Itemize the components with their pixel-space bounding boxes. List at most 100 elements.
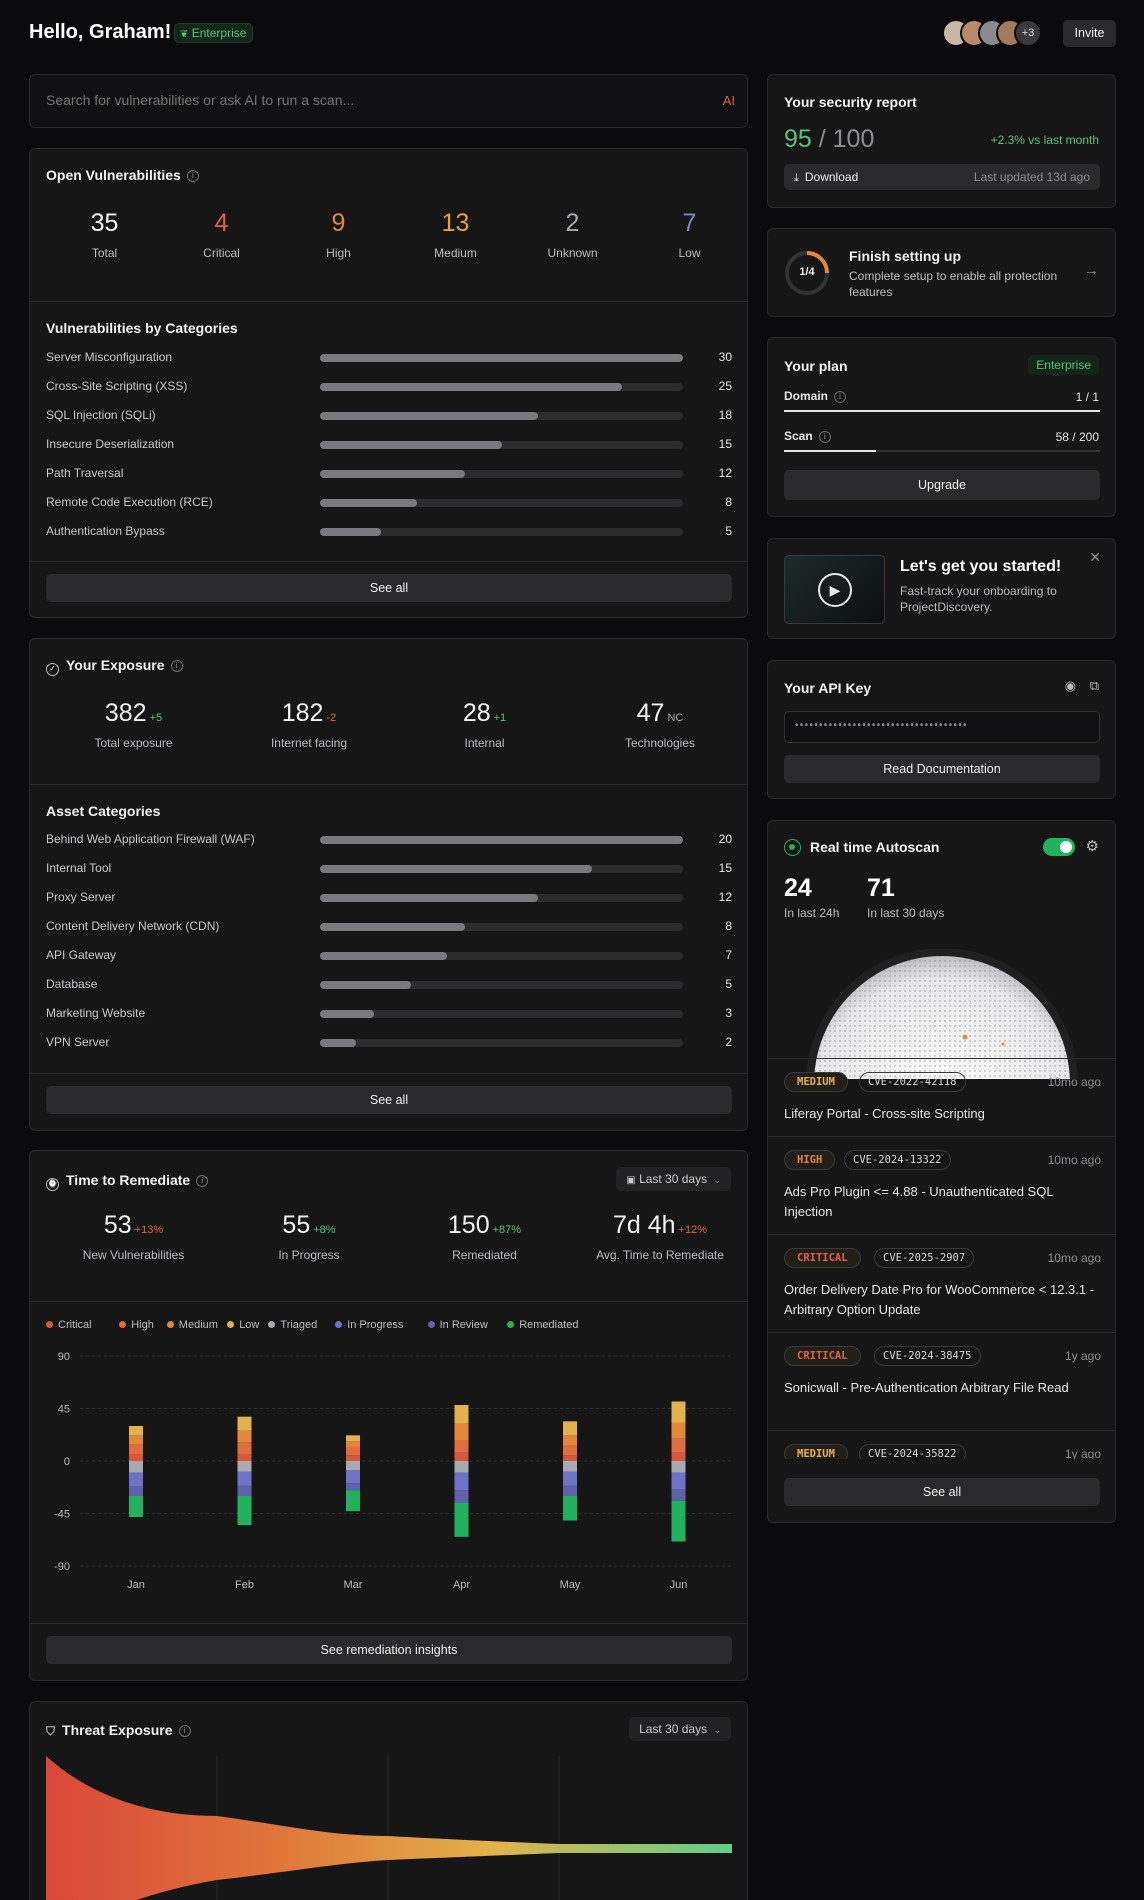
bar-segment-triaged[interactable] bbox=[129, 1461, 143, 1473]
bar-segment-remediated[interactable] bbox=[346, 1490, 360, 1512]
autoscan-toggle[interactable] bbox=[1043, 838, 1075, 856]
close-icon[interactable]: ✕ bbox=[1089, 549, 1101, 565]
category-row[interactable]: Insecure Deserialization 15 bbox=[30, 436, 749, 456]
legend-item[interactable]: Medium bbox=[166, 1319, 218, 1331]
remediation-insights-button[interactable]: See remediation insights bbox=[46, 1636, 732, 1664]
cve-badge[interactable]: CVE-2024-38475 bbox=[874, 1346, 981, 1366]
bar-segment-low[interactable] bbox=[129, 1426, 143, 1436]
info-icon[interactable]: i bbox=[818, 430, 831, 443]
bar-segment-medium[interactable] bbox=[129, 1435, 143, 1445]
api-key-field[interactable]: •••••••••••••••••••••••••••••••••••• bbox=[784, 711, 1100, 743]
bar-segment-medium[interactable] bbox=[237, 1430, 252, 1443]
ai-button[interactable]: AI bbox=[722, 93, 735, 108]
category-row[interactable]: SQL Injection (SQLi) 18 bbox=[30, 407, 749, 427]
download-button[interactable]: ⤓ Download bbox=[794, 170, 859, 184]
category-row[interactable]: VPN Server 2 bbox=[30, 1034, 749, 1054]
category-row[interactable]: Authentication Bypass 5 bbox=[30, 523, 749, 543]
info-icon[interactable]: i bbox=[196, 1175, 209, 1188]
avatar-stack[interactable]: +3 bbox=[942, 19, 1082, 47]
category-row[interactable]: Database 5 bbox=[30, 976, 749, 996]
category-row[interactable]: Proxy Server 12 bbox=[30, 889, 749, 909]
bar-segment-triaged[interactable] bbox=[346, 1461, 360, 1471]
play-icon[interactable]: ▶ bbox=[818, 573, 852, 607]
bar-segment-in-progress[interactable] bbox=[129, 1472, 143, 1487]
feed-item[interactable]: MEDIUM CVE-2022-42118 10mo ago Liferay Port… bbox=[768, 1059, 1115, 1137]
bar-segment-low[interactable] bbox=[237, 1416, 252, 1431]
bar-segment-remediated[interactable] bbox=[454, 1503, 469, 1537]
bar-segment-in-progress[interactable] bbox=[346, 1470, 360, 1484]
copy-icon[interactable]: ⧉ bbox=[1089, 678, 1099, 693]
bar-segment-high[interactable] bbox=[129, 1444, 143, 1454]
cve-badge[interactable]: CVE-2024-13322 bbox=[844, 1150, 951, 1170]
bar-segment-remediated[interactable] bbox=[237, 1496, 252, 1526]
bar-segment-low[interactable] bbox=[563, 1421, 577, 1436]
avatars-more[interactable]: +3 bbox=[1014, 19, 1042, 47]
legend-item[interactable]: In Review bbox=[427, 1319, 488, 1331]
bar-segment-triaged[interactable] bbox=[563, 1461, 577, 1472]
feed-item[interactable]: CRITICAL CVE-2024-38475 1y ago Sonicwall - … bbox=[768, 1333, 1115, 1431]
category-row[interactable]: Internal Tool 15 bbox=[30, 860, 749, 880]
bar-segment-medium[interactable] bbox=[346, 1441, 360, 1447]
legend-item[interactable]: Critical bbox=[46, 1319, 92, 1331]
read-documentation-button[interactable]: Read Documentation bbox=[784, 755, 1100, 783]
info-icon[interactable]: i bbox=[170, 660, 183, 673]
onboarding-video-thumbnail[interactable]: ▶ bbox=[784, 555, 885, 624]
bar-segment-triaged[interactable] bbox=[454, 1461, 469, 1473]
upgrade-button[interactable]: Upgrade bbox=[784, 470, 1100, 500]
cve-badge[interactable]: CVE-2024-35822 bbox=[859, 1444, 966, 1459]
category-row[interactable]: Remote Code Execution (RCE) 8 bbox=[30, 494, 749, 514]
category-row[interactable]: Server Misconfiguration 30 bbox=[30, 349, 749, 369]
bar-segment-medium[interactable] bbox=[563, 1435, 577, 1446]
bar-segment-in-progress[interactable] bbox=[454, 1472, 469, 1491]
bar-segment-in-review[interactable] bbox=[129, 1486, 143, 1496]
bar-segment-high[interactable] bbox=[346, 1447, 360, 1456]
see-all-vulnerabilities-button[interactable]: See all bbox=[46, 574, 732, 602]
legend-item[interactable]: In Progress bbox=[335, 1319, 403, 1331]
bar-segment-critical[interactable] bbox=[129, 1454, 143, 1461]
see-all-assets-button[interactable]: See all bbox=[46, 1086, 732, 1114]
invite-button[interactable]: Invite bbox=[1063, 20, 1116, 47]
bar-segment-in-progress[interactable] bbox=[563, 1471, 577, 1486]
bar-segment-in-review[interactable] bbox=[346, 1483, 360, 1491]
legend-item[interactable]: Remediated bbox=[507, 1319, 579, 1331]
bar-segment-remediated[interactable] bbox=[563, 1496, 577, 1521]
info-icon[interactable]: i bbox=[178, 1725, 191, 1738]
vuln-stat[interactable]: 2 Unknown bbox=[514, 209, 631, 260]
bar-segment-remediated[interactable] bbox=[671, 1500, 686, 1542]
bar-segment-critical[interactable] bbox=[454, 1452, 469, 1461]
bar-segment-high[interactable] bbox=[454, 1440, 469, 1453]
vuln-stat[interactable]: 9 High bbox=[280, 209, 397, 260]
search-bar[interactable]: AI bbox=[29, 74, 748, 128]
bar-segment-low[interactable] bbox=[454, 1405, 469, 1424]
vuln-stat[interactable]: 4 Critical bbox=[163, 209, 280, 260]
bar-segment-triaged[interactable] bbox=[237, 1461, 252, 1472]
legend-item[interactable]: Triaged bbox=[268, 1319, 317, 1331]
bar-segment-in-review[interactable] bbox=[237, 1485, 252, 1497]
cve-badge[interactable]: CVE-2022-42118 bbox=[859, 1072, 966, 1092]
vuln-stat[interactable]: 13 Medium bbox=[397, 209, 514, 260]
bar-segment-in-review[interactable] bbox=[454, 1490, 469, 1503]
bar-segment-remediated[interactable] bbox=[129, 1496, 143, 1517]
category-row[interactable]: Content Delivery Network (CDN) 8 bbox=[30, 918, 749, 938]
bar-segment-low[interactable] bbox=[671, 1401, 686, 1423]
bar-segment-medium[interactable] bbox=[671, 1422, 686, 1439]
info-icon[interactable]: i bbox=[186, 170, 199, 183]
vuln-stat[interactable]: 7 Low bbox=[631, 209, 748, 260]
info-icon[interactable]: i bbox=[834, 390, 847, 403]
bar-segment-critical[interactable] bbox=[346, 1455, 360, 1461]
bar-segment-critical[interactable] bbox=[671, 1452, 686, 1461]
legend-item[interactable]: Low bbox=[227, 1319, 259, 1331]
cve-badge[interactable]: CVE-2025-2907 bbox=[874, 1248, 975, 1268]
category-row[interactable]: API Gateway 7 bbox=[30, 947, 749, 967]
bar-segment-triaged[interactable] bbox=[671, 1461, 686, 1473]
eye-icon[interactable]: ◉ bbox=[1064, 678, 1076, 693]
see-all-feed-button[interactable]: See all bbox=[784, 1478, 1100, 1506]
bar-segment-high[interactable] bbox=[671, 1438, 686, 1453]
finish-setup-card[interactable]: 1/4 Finish setting up Complete setup to … bbox=[767, 228, 1116, 317]
bar-segment-medium[interactable] bbox=[454, 1423, 469, 1440]
feed-item[interactable]: CRITICAL CVE-2025-2907 10mo ago Order Deliv… bbox=[768, 1235, 1115, 1333]
bar-segment-in-progress[interactable] bbox=[237, 1471, 252, 1486]
vuln-stat[interactable]: 35 Total bbox=[46, 209, 163, 260]
bar-segment-in-review[interactable] bbox=[671, 1489, 686, 1501]
